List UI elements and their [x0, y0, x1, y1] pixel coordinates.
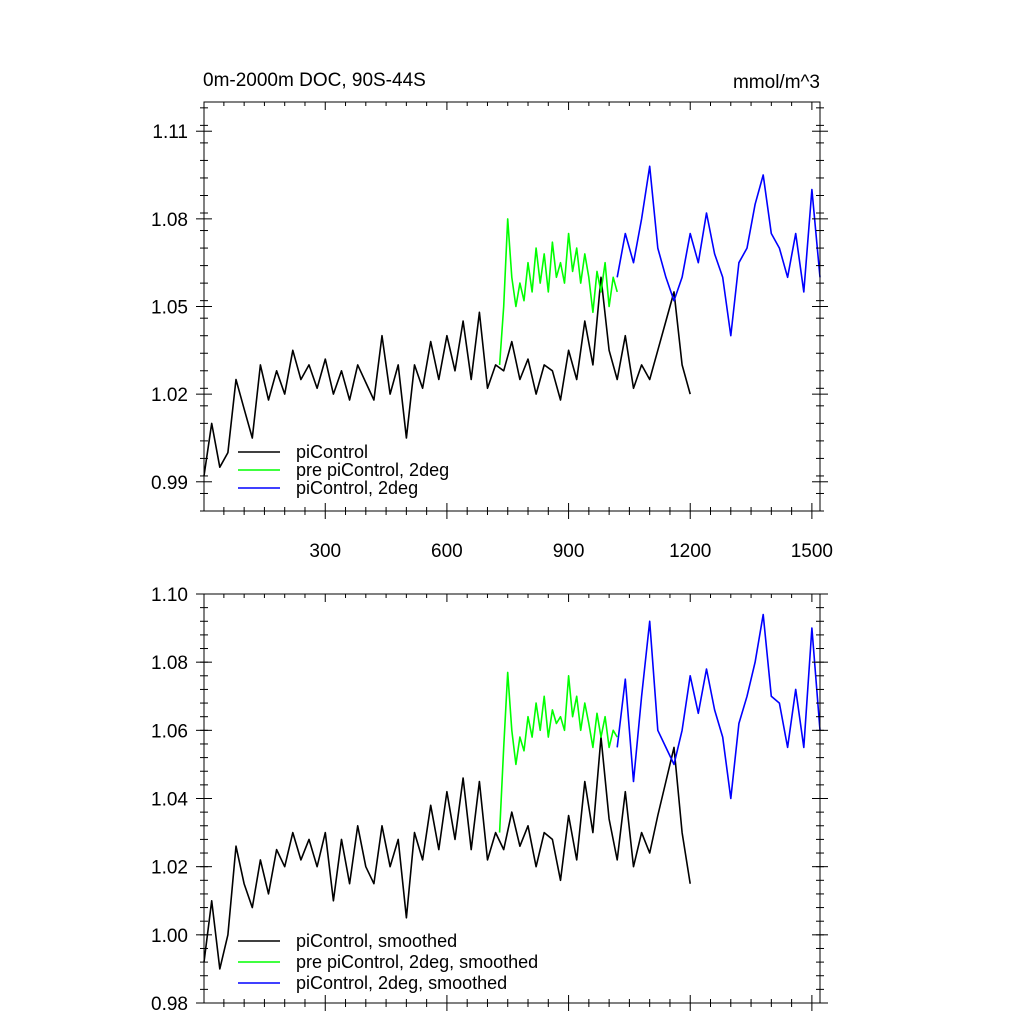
y-tick-label: 0.99	[151, 473, 188, 494]
x-tick-label: 1500	[791, 541, 833, 562]
legend-label: piControl, smoothed	[296, 931, 457, 951]
y-tick-label: 1.00	[151, 926, 188, 947]
y-tick-label: 1.06	[151, 721, 188, 742]
top-panel-series-group	[203, 165, 821, 477]
top-panel-title: 0m-2000m DOC, 90S-44S	[203, 70, 426, 91]
series-line-1-1	[498, 671, 618, 833]
x-tick-label: 900	[553, 541, 585, 562]
x-tick-label: 300	[309, 541, 341, 562]
bottom-panel-axes: 0.98 1.00 1.02 1.04 1.06 1.08 1.10	[151, 585, 828, 1015]
top-panel-units: mmol/m^3	[733, 72, 820, 93]
x-tick-label: 1200	[669, 541, 711, 562]
y-tick-label: 1.02	[151, 385, 188, 406]
y-tick-label: 1.02	[151, 858, 188, 879]
y-tick-label: 1.08	[151, 210, 188, 231]
y-tick-label: 1.10	[151, 585, 188, 606]
legend-label: piControl, 2deg	[296, 478, 418, 498]
series-line-0-0	[203, 276, 691, 477]
x-tick-label: 600	[431, 541, 463, 562]
y-tick-label: 1.08	[151, 653, 188, 674]
series-line-0-2	[616, 165, 821, 337]
bottom-panel: 0.98 1.00 1.02 1.04 1.06 1.08 1.10 piControl, …	[151, 585, 828, 1015]
legend-label: piControl, 2deg, smoothed	[296, 973, 507, 993]
y-tick-label: 1.04	[151, 790, 188, 811]
series-line-0-1	[498, 218, 618, 365]
legend-label: piControl	[296, 442, 368, 462]
y-tick-label: 1.11	[152, 122, 188, 143]
series-line-1-2	[616, 613, 821, 800]
legend-label: pre piControl, 2deg, smoothed	[296, 952, 538, 972]
legend-label: pre piControl, 2deg	[296, 460, 449, 480]
top-panel: 0m-2000m DOC, 90S-44S mmol/m^3 300 600 900…	[151, 70, 833, 562]
bottom-panel-series-group	[203, 613, 821, 970]
series-line-1-0	[203, 736, 691, 970]
y-tick-label: 1.05	[151, 298, 188, 319]
y-tick-label: 0.98	[151, 994, 188, 1015]
top-panel-axes: 300 600 900 1200 1500 0.99 1.02 1.05 1.08 1.11	[151, 101, 833, 562]
